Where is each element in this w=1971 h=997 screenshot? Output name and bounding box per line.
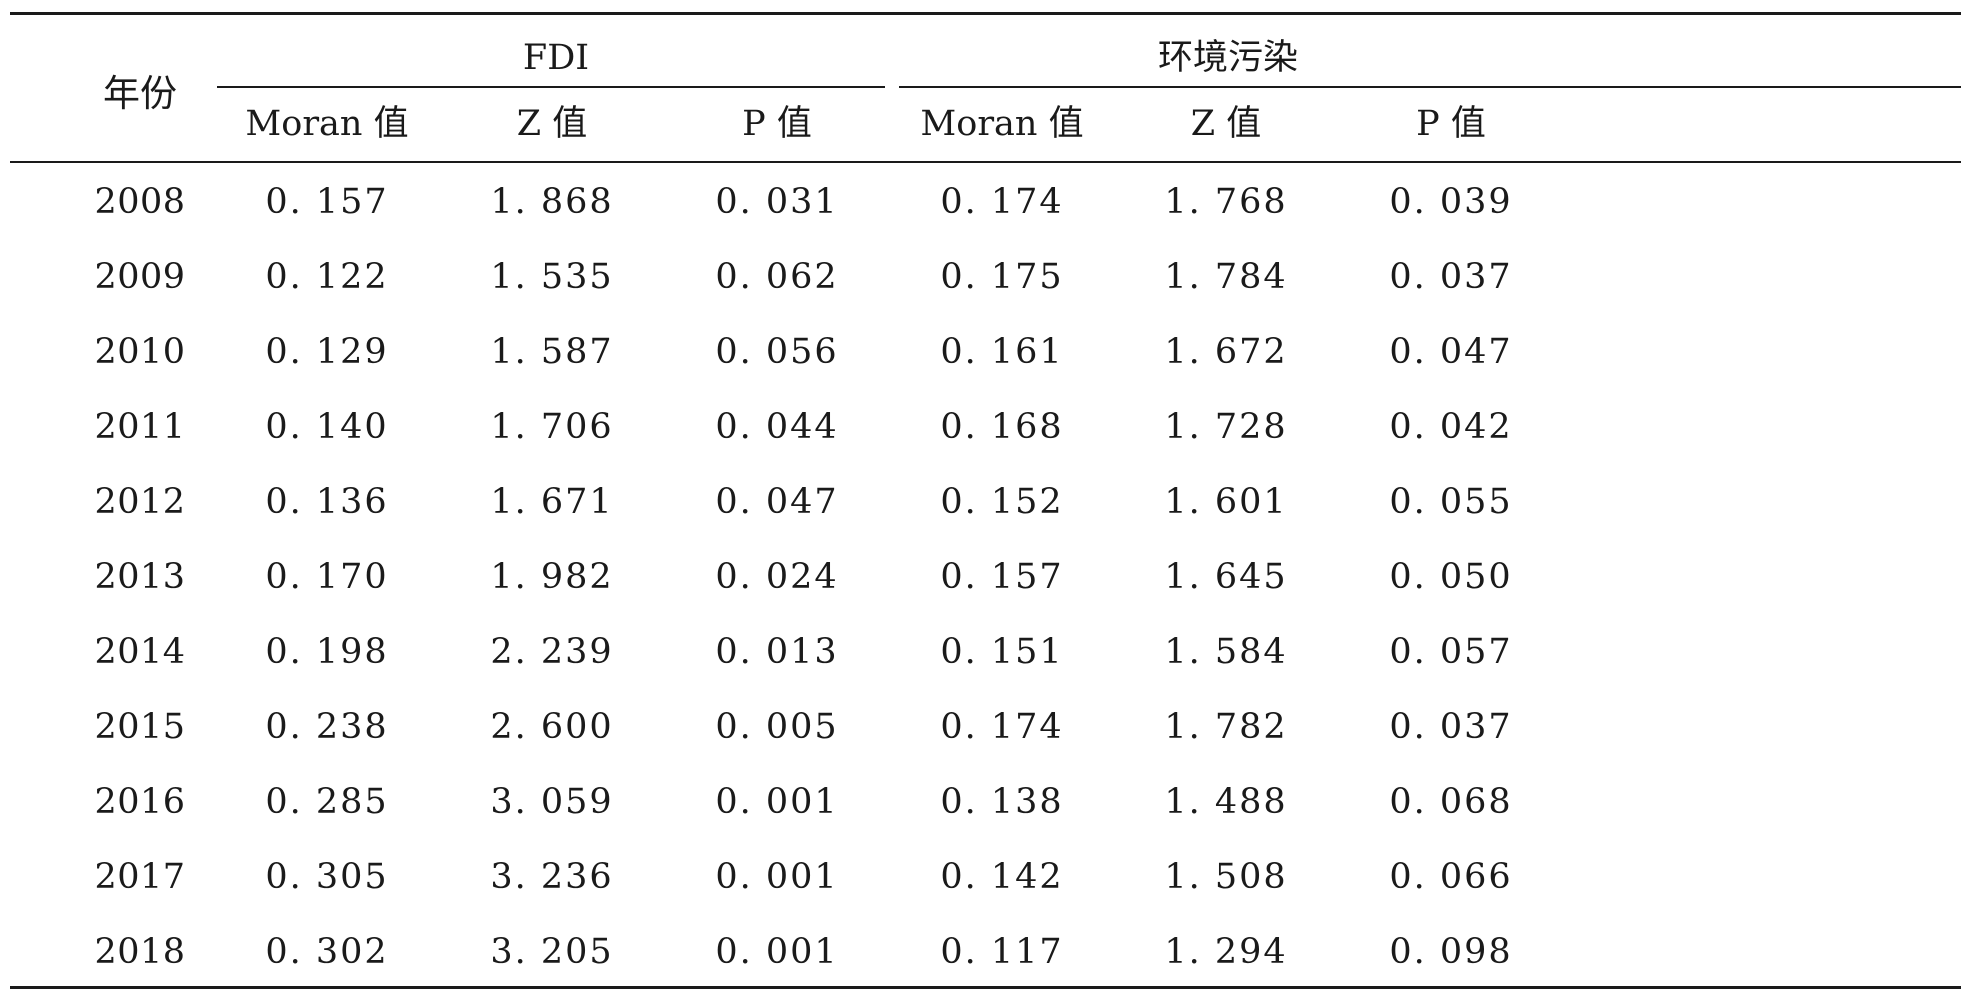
cell-env-p: 0. 055 bbox=[1389, 482, 1513, 522]
cell-fdi-z: 2. 239 bbox=[490, 632, 614, 672]
cell-env-moran: 0. 157 bbox=[940, 557, 1064, 597]
cell-env-p: 0. 039 bbox=[1389, 182, 1513, 222]
subheader-fdi-moran: Moran 值 bbox=[245, 104, 409, 144]
cell-fdi-moran: 0. 170 bbox=[265, 557, 389, 597]
cell-fdi-moran: 0. 157 bbox=[265, 182, 389, 222]
cell-env-moran: 0. 117 bbox=[940, 932, 1064, 972]
cell-env-z: 1. 584 bbox=[1164, 632, 1288, 672]
cell-fdi-p: 0. 001 bbox=[715, 857, 839, 897]
cell-fdi-moran: 0. 140 bbox=[265, 407, 389, 447]
cell-fdi-p: 0. 044 bbox=[715, 407, 839, 447]
cell-year: 2018 bbox=[94, 932, 186, 972]
cell-env-z: 1. 768 bbox=[1164, 182, 1288, 222]
cell-env-moran: 0. 161 bbox=[940, 332, 1064, 372]
cell-year: 2017 bbox=[94, 857, 186, 897]
cell-fdi-moran: 0. 136 bbox=[265, 482, 389, 522]
cell-env-p: 0. 047 bbox=[1389, 332, 1513, 372]
cell-fdi-p: 0. 062 bbox=[715, 257, 839, 297]
cell-fdi-moran: 0. 129 bbox=[265, 332, 389, 372]
cell-year: 2012 bbox=[94, 482, 186, 522]
cell-fdi-moran: 0. 198 bbox=[265, 632, 389, 672]
cell-env-moran: 0. 151 bbox=[940, 632, 1064, 672]
cell-fdi-z: 1. 706 bbox=[490, 407, 614, 447]
cell-env-z: 1. 728 bbox=[1164, 407, 1288, 447]
cell-year: 2013 bbox=[94, 557, 186, 597]
subheader-env-z: Z 值 bbox=[1190, 104, 1262, 144]
cell-env-z: 1. 488 bbox=[1164, 782, 1288, 822]
group-rule-environmental-pollution bbox=[899, 86, 1961, 88]
cell-fdi-p: 0. 047 bbox=[715, 482, 839, 522]
cell-fdi-z: 2. 600 bbox=[490, 707, 614, 747]
subheader-fdi-z: Z 值 bbox=[516, 104, 588, 144]
cell-year: 2014 bbox=[94, 632, 186, 672]
cell-env-z: 1. 782 bbox=[1164, 707, 1288, 747]
cell-fdi-moran: 0. 238 bbox=[265, 707, 389, 747]
cell-env-moran: 0. 168 bbox=[940, 407, 1064, 447]
cell-fdi-moran: 0. 122 bbox=[265, 257, 389, 297]
cell-fdi-z: 1. 982 bbox=[490, 557, 614, 597]
cell-year: 2015 bbox=[94, 707, 186, 747]
cell-env-p: 0. 068 bbox=[1389, 782, 1513, 822]
cell-fdi-p: 0. 031 bbox=[715, 182, 839, 222]
cell-year: 2008 bbox=[94, 182, 186, 222]
cell-env-moran: 0. 174 bbox=[940, 707, 1064, 747]
cell-env-p: 0. 066 bbox=[1389, 857, 1513, 897]
cell-fdi-p: 0. 013 bbox=[715, 632, 839, 672]
cell-env-moran: 0. 174 bbox=[940, 182, 1064, 222]
cell-env-z: 1. 508 bbox=[1164, 857, 1288, 897]
cell-env-moran: 0. 152 bbox=[940, 482, 1064, 522]
subheader-env-p: P 值 bbox=[1416, 104, 1486, 144]
cell-env-p: 0. 037 bbox=[1389, 707, 1513, 747]
cell-fdi-z: 1. 587 bbox=[490, 332, 614, 372]
cell-env-p: 0. 098 bbox=[1389, 932, 1513, 972]
group-rule-fdi bbox=[217, 86, 885, 88]
subheader-fdi-p: P 值 bbox=[742, 104, 812, 144]
table-bottom-rule bbox=[10, 986, 1961, 989]
year-column-header: 年份 bbox=[103, 72, 177, 115]
cell-env-z: 1. 645 bbox=[1164, 557, 1288, 597]
cell-fdi-p: 0. 001 bbox=[715, 782, 839, 822]
cell-env-z: 1. 601 bbox=[1164, 482, 1288, 522]
cell-fdi-p: 0. 024 bbox=[715, 557, 839, 597]
cell-fdi-p: 0. 001 bbox=[715, 932, 839, 972]
cell-fdi-z: 1. 671 bbox=[490, 482, 614, 522]
table-top-rule bbox=[10, 12, 1961, 15]
cell-env-p: 0. 057 bbox=[1389, 632, 1513, 672]
cell-env-moran: 0. 175 bbox=[940, 257, 1064, 297]
cell-fdi-z: 3. 059 bbox=[490, 782, 614, 822]
cell-year: 2011 bbox=[94, 407, 186, 447]
cell-env-z: 1. 672 bbox=[1164, 332, 1288, 372]
cell-env-z: 1. 784 bbox=[1164, 257, 1288, 297]
cell-fdi-moran: 0. 305 bbox=[265, 857, 389, 897]
cell-env-z: 1. 294 bbox=[1164, 932, 1288, 972]
cell-fdi-z: 3. 205 bbox=[490, 932, 614, 972]
cell-env-moran: 0. 142 bbox=[940, 857, 1064, 897]
cell-env-p: 0. 037 bbox=[1389, 257, 1513, 297]
cell-env-moran: 0. 138 bbox=[940, 782, 1064, 822]
group-header-environmental-pollution: 环境污染 bbox=[1157, 38, 1299, 78]
cell-fdi-p: 0. 005 bbox=[715, 707, 839, 747]
cell-fdi-z: 3. 236 bbox=[490, 857, 614, 897]
cell-year: 2016 bbox=[94, 782, 186, 822]
cell-fdi-moran: 0. 285 bbox=[265, 782, 389, 822]
cell-env-p: 0. 042 bbox=[1389, 407, 1513, 447]
cell-fdi-z: 1. 868 bbox=[490, 182, 614, 222]
cell-env-p: 0. 050 bbox=[1389, 557, 1513, 597]
cell-year: 2009 bbox=[94, 257, 186, 297]
cell-year: 2010 bbox=[94, 332, 186, 372]
header-bottom-rule bbox=[10, 161, 1961, 163]
cell-fdi-z: 1. 535 bbox=[490, 257, 614, 297]
cell-fdi-p: 0. 056 bbox=[715, 332, 839, 372]
cell-fdi-moran: 0. 302 bbox=[265, 932, 389, 972]
group-header-fdi: FDI bbox=[522, 38, 590, 78]
subheader-env-moran: Moran 值 bbox=[920, 104, 1084, 144]
